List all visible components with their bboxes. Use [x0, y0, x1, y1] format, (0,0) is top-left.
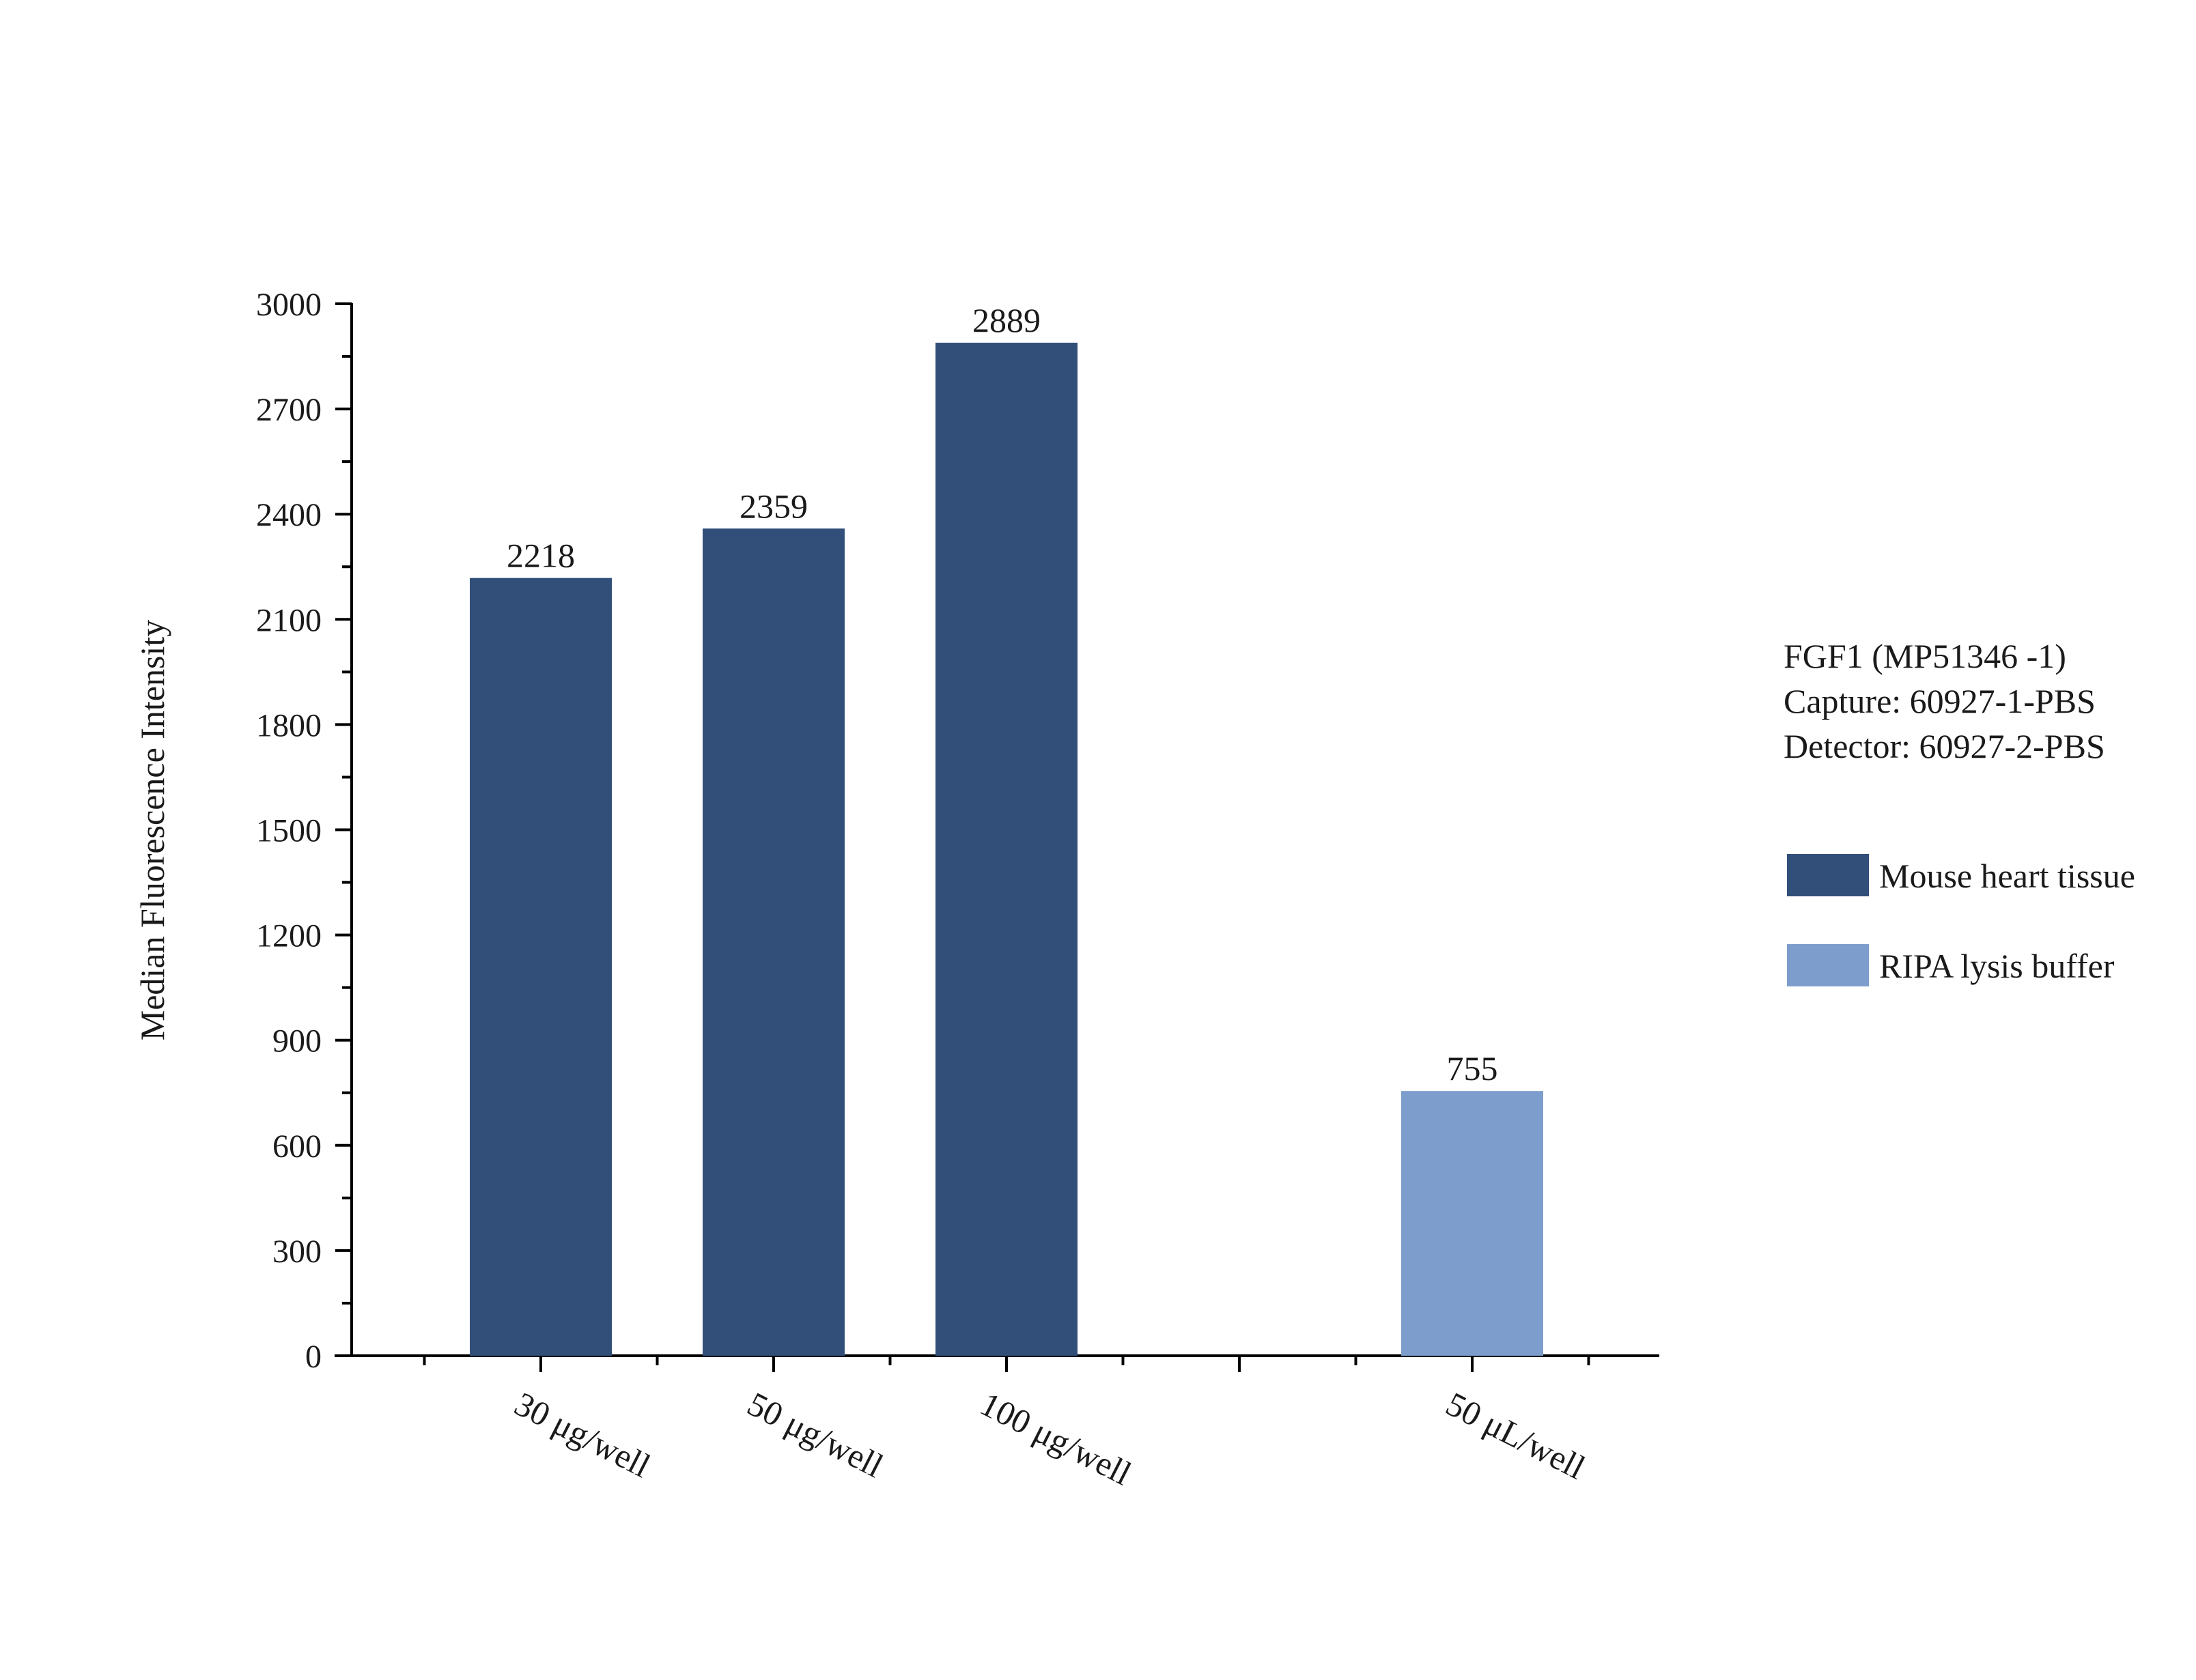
y-axis-label: Median Fluorescence Intensity [133, 620, 171, 1040]
bar [703, 528, 845, 1356]
annotation-line-3: Detector: 60927-2-PBS [1784, 727, 2105, 765]
bar-value-label: 2889 [972, 301, 1041, 339]
y-tick-label: 600 [272, 1128, 322, 1165]
chart-data-labels: 2218 2359 2889 755 [507, 301, 1498, 1087]
legend-swatch-mouse-heart-tissue [1787, 854, 1869, 896]
legend-label-mouse-heart-tissue: Mouse heart tissue [1879, 857, 2135, 895]
bar [935, 343, 1078, 1356]
y-tick-label: 2400 [256, 497, 322, 533]
x-axis-ticks: 30 μg/well 50 μg/well 100 μg/well 50 μL/wel… [423, 1356, 1591, 1493]
legend: Mouse heart tissue RIPA lysis buffer [1787, 854, 2135, 986]
y-tick-label: 1200 [256, 918, 322, 954]
legend-label-ripa-lysis-buffer: RIPA lysis buffer [1879, 947, 2115, 985]
y-tick-label: 2700 [256, 392, 322, 428]
legend-swatch-ripa-lysis-buffer [1787, 944, 1869, 986]
bar [470, 578, 612, 1356]
chart-annotation: FGF1 (MP51346 -1) Capture: 60927-1-PBS D… [1784, 637, 2105, 765]
y-tick-label: 900 [272, 1023, 322, 1059]
y-tick-label: 1800 [256, 707, 322, 743]
annotation-line-2: Capture: 60927-1-PBS [1784, 682, 2096, 720]
chart-bars [470, 343, 1543, 1356]
bar-value-label: 2359 [740, 487, 808, 525]
y-axis-ticks: 0 300 600 900 1200 1500 1800 2100 2400 2700 3000 [256, 287, 352, 1375]
bar-value-label: 2218 [507, 537, 575, 575]
annotation-line-1: FGF1 (MP51346 -1) [1784, 637, 2066, 675]
y-tick-label: 1500 [256, 813, 322, 849]
y-tick-label: 0 [305, 1339, 322, 1375]
x-tick-label: 30 μg/well [509, 1384, 656, 1485]
bar-value-label: 755 [1447, 1049, 1498, 1087]
y-tick-label: 2100 [256, 602, 322, 638]
y-tick-label: 3000 [256, 287, 322, 323]
x-tick-label: 50 μg/well [742, 1384, 889, 1485]
x-tick-label: 50 μL/well [1440, 1384, 1591, 1487]
y-tick-label: 300 [272, 1234, 322, 1270]
bar [1401, 1091, 1543, 1356]
x-tick-label: 100 μg/well [974, 1384, 1138, 1493]
